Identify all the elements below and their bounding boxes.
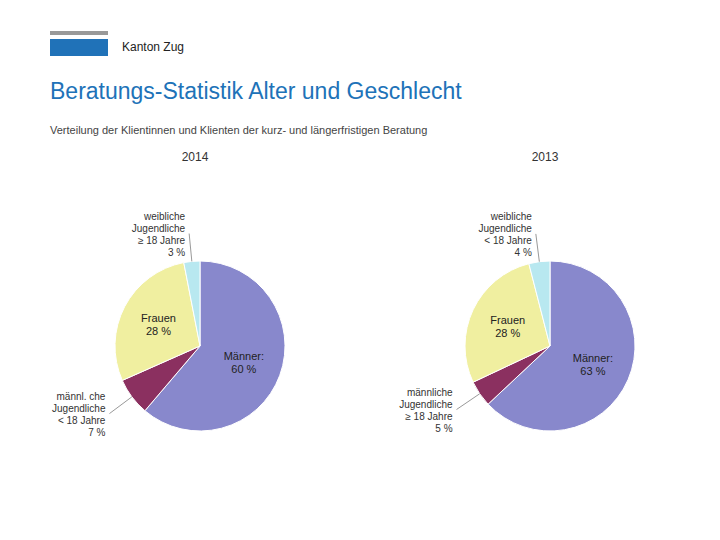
svg-text:männl. cheJugendliche< 18 Jahr: männl. cheJugendliche< 18 Jahre7 % xyxy=(52,391,106,438)
html-text:2014: 2014 xyxy=(181,150,209,164)
svg-text:weiblicheJugendliche≥ 18 Jahre: weiblicheJugendliche≥ 18 Jahre3 % xyxy=(132,211,186,258)
html-text:Kanton Zug: Kanton Zug xyxy=(122,40,184,54)
svg-text:männlicheJugendliche≥ 18 Jahre: männlicheJugendliche≥ 18 Jahre5 % xyxy=(399,387,453,434)
html-text:Verteilung der Klientinnen und: Verteilung der Klientinnen und Klienten … xyxy=(50,124,428,136)
svg-text:Frauen28 %: Frauen28 % xyxy=(141,312,176,337)
svg-text:weiblicheJugendliche< 18 Jahre: weiblicheJugendliche< 18 Jahre4 % xyxy=(478,211,532,258)
svg-text:Frauen28 %: Frauen28 % xyxy=(490,314,525,339)
svg-text:Männer:63 %: Männer:63 % xyxy=(573,352,613,377)
html-text:2013: 2013 xyxy=(531,150,559,164)
svg-text:Männer:60 %: Männer:60 % xyxy=(224,350,264,375)
html-text:Beratungs-Statistik Alter und: Beratungs-Statistik Alter und Geschlecht xyxy=(50,78,462,104)
